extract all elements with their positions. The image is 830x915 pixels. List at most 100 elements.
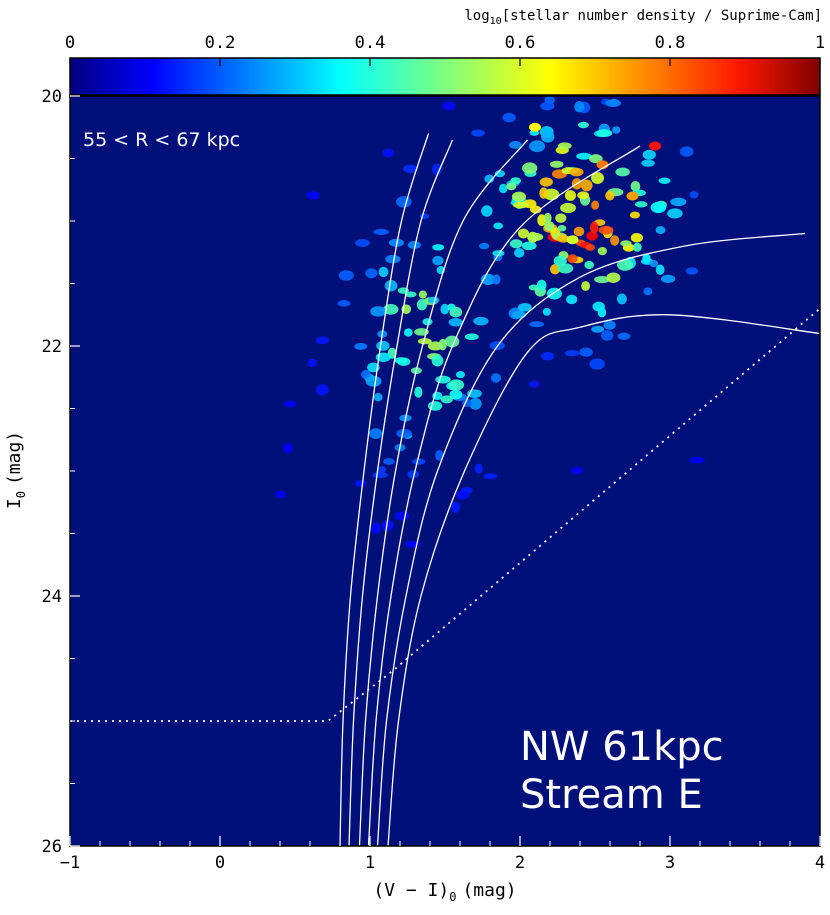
density-blob <box>307 358 317 368</box>
density-blob <box>641 159 655 167</box>
density-blob <box>544 221 555 232</box>
density-blob <box>591 200 600 210</box>
density-blob <box>550 160 564 168</box>
density-blob <box>541 351 555 361</box>
density-blob <box>499 183 508 194</box>
density-blob <box>432 255 444 266</box>
density-blob <box>490 373 502 383</box>
density-blob <box>591 172 605 184</box>
x-tick-label: 1 <box>365 853 375 873</box>
density-blob <box>589 358 605 370</box>
density-blob <box>679 146 694 157</box>
density-blob <box>479 242 490 250</box>
density-peak <box>529 122 541 132</box>
density-blob <box>442 101 456 111</box>
density-blob <box>370 306 387 317</box>
y-tick-label: 20 <box>42 87 62 107</box>
density-blob <box>555 213 567 223</box>
density-blob <box>577 191 590 200</box>
density-peak <box>649 141 661 151</box>
density-blob <box>369 428 383 439</box>
density-blob <box>492 274 501 285</box>
isochrone-line-5 <box>376 232 806 846</box>
density-blob <box>586 231 598 241</box>
density-blob <box>382 148 394 158</box>
density-blob <box>412 458 426 465</box>
density-blob <box>689 456 705 464</box>
density-blob <box>427 296 440 304</box>
density-blob <box>396 196 412 208</box>
density-blob <box>371 522 382 534</box>
density-blob <box>431 354 444 367</box>
density-blob <box>373 228 389 236</box>
density-blob <box>630 232 643 243</box>
colorbar-frame <box>69 57 821 96</box>
density-blob <box>574 101 585 113</box>
density-blob <box>589 154 603 164</box>
colorbar-gradient <box>70 58 820 95</box>
density-blob <box>541 130 555 143</box>
density-blob <box>435 449 444 461</box>
density-blob <box>337 300 351 307</box>
density-peak <box>626 191 639 201</box>
density-blob <box>403 328 413 337</box>
density-blob <box>381 519 394 531</box>
density-blob <box>361 369 371 380</box>
isochrone-line-1 <box>339 133 430 846</box>
density-blob <box>581 281 591 291</box>
density-blob <box>473 316 489 326</box>
density-blob <box>540 101 555 111</box>
density-blob <box>417 338 432 345</box>
density-blob <box>416 299 428 311</box>
density-blob <box>427 401 443 411</box>
density-blob <box>655 226 666 235</box>
density-blob <box>522 162 538 174</box>
density-blob <box>418 290 427 299</box>
y-tick-label: 24 <box>42 587 62 607</box>
density-blob <box>600 330 614 341</box>
density-blob <box>449 389 463 400</box>
density-blob <box>448 317 463 327</box>
x-axis-title: (V − I)0 (mag) <box>373 880 516 904</box>
density-blob <box>405 540 421 548</box>
density-blob <box>373 392 383 402</box>
density-blob <box>275 490 287 499</box>
density-blob <box>384 280 398 292</box>
field-name-label: NW 61kpc <box>520 724 724 770</box>
density-blob <box>469 397 482 410</box>
density-blob <box>606 272 621 283</box>
density-blob <box>407 470 419 479</box>
density-blob <box>567 254 578 264</box>
density-blob <box>556 234 570 243</box>
density-blob <box>397 357 411 366</box>
density-blob <box>596 129 613 138</box>
density-blob <box>570 466 583 475</box>
density-blob <box>584 260 594 270</box>
y-tick-label: 26 <box>42 837 62 857</box>
density-blob <box>282 443 294 454</box>
x-tick-label: −1 <box>60 853 80 873</box>
x-tick-label: 4 <box>815 853 825 873</box>
density-blob <box>455 490 470 500</box>
density-blob <box>283 400 297 408</box>
density-blob <box>689 191 699 199</box>
density-blob <box>660 274 676 283</box>
density-blob <box>512 201 529 209</box>
density-blob <box>557 142 572 150</box>
density-blob <box>670 197 687 207</box>
density-blob <box>580 179 593 192</box>
density-blob <box>560 202 576 213</box>
density-blob <box>394 511 410 521</box>
density-blob <box>576 152 592 160</box>
density-blob <box>404 291 417 298</box>
density-blob <box>438 338 447 351</box>
density-blob <box>566 294 578 305</box>
density-blob <box>585 243 596 251</box>
density-blob <box>529 321 545 328</box>
density-blob <box>529 140 546 153</box>
density-blob <box>658 177 671 184</box>
density-blob <box>592 301 605 312</box>
density-blob <box>481 205 493 217</box>
